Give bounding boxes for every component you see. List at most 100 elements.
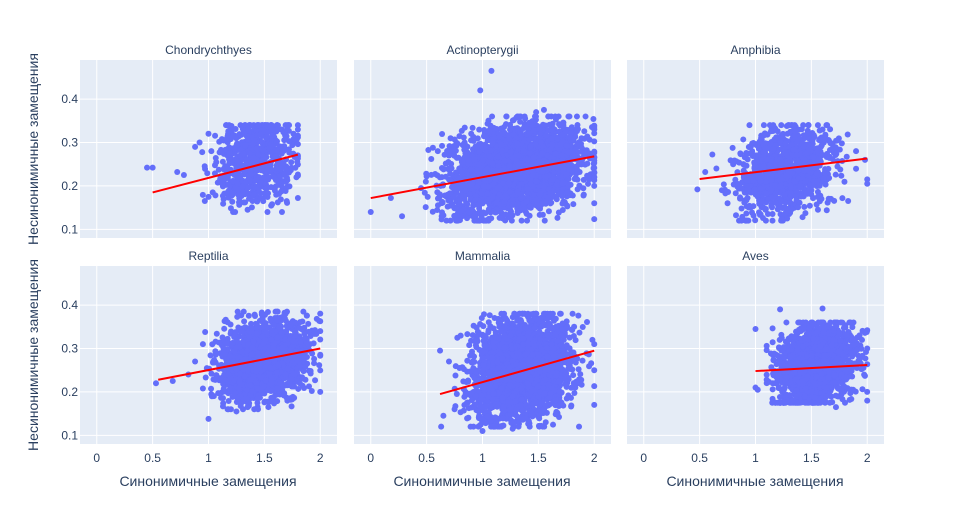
- data-point: [458, 169, 465, 176]
- data-point: [573, 128, 580, 135]
- data-point: [758, 198, 765, 205]
- data-point: [769, 204, 776, 211]
- data-point: [283, 198, 290, 205]
- data-point: [747, 143, 754, 150]
- data-point: [574, 141, 581, 148]
- data-point: [224, 189, 231, 196]
- data-point: [496, 191, 503, 198]
- data-point: [529, 122, 536, 129]
- data-point: [782, 140, 789, 147]
- data-point: [537, 139, 544, 146]
- data-point: [549, 127, 556, 134]
- data-point: [257, 131, 264, 138]
- data-point: [259, 138, 266, 145]
- data-point: [557, 141, 564, 148]
- data-point: [459, 159, 466, 166]
- data-point: [451, 212, 458, 219]
- data-point: [241, 130, 248, 137]
- data-point: [235, 191, 242, 198]
- data-point: [762, 145, 769, 152]
- data-point: [503, 113, 510, 120]
- data-point: [792, 128, 799, 135]
- data-point: [815, 156, 822, 163]
- data-point: [259, 157, 266, 164]
- data-point: [282, 178, 289, 185]
- data-point: [233, 141, 240, 148]
- data-point: [205, 130, 212, 137]
- data-point: [777, 204, 784, 211]
- data-point: [264, 208, 271, 215]
- data-point: [202, 165, 209, 172]
- data-point: [824, 122, 831, 129]
- data-point: [797, 182, 804, 189]
- data-point: [439, 209, 446, 216]
- data-point: [286, 169, 293, 176]
- data-point: [264, 184, 271, 191]
- data-point: [778, 160, 785, 167]
- data-point: [782, 199, 789, 206]
- data-point: [461, 124, 468, 131]
- data-point: [478, 190, 485, 197]
- data-point: [702, 169, 709, 176]
- data-point: [252, 177, 259, 184]
- data-point: [758, 204, 765, 211]
- data-point: [782, 172, 789, 179]
- data-point: [446, 165, 453, 172]
- data-point: [755, 174, 762, 181]
- data-point: [199, 385, 206, 392]
- data-point: [831, 197, 838, 204]
- data-point: [762, 140, 769, 147]
- data-point: [819, 126, 826, 133]
- data-point: [245, 125, 252, 132]
- data-point: [545, 113, 552, 120]
- data-point: [473, 217, 480, 224]
- data-point: [844, 131, 851, 138]
- data-point: [475, 141, 482, 148]
- data-point: [827, 140, 834, 147]
- data-point: [813, 201, 820, 208]
- data-point: [268, 166, 275, 173]
- data-point: [798, 193, 805, 200]
- data-point: [485, 206, 492, 213]
- x-tick-label: 2: [317, 451, 324, 465]
- data-point: [237, 122, 244, 129]
- data-point: [470, 137, 477, 144]
- data-point: [547, 190, 554, 197]
- data-point: [527, 180, 534, 187]
- data-point: [757, 185, 764, 192]
- data-point: [219, 192, 226, 199]
- data-point: [573, 113, 580, 120]
- data-point: [792, 193, 799, 200]
- data-point: [770, 122, 777, 129]
- data-point: [526, 212, 533, 219]
- data-point: [826, 154, 833, 161]
- data-point: [709, 151, 716, 158]
- data-point: [795, 158, 802, 165]
- data-point: [462, 187, 469, 194]
- data-point: [735, 181, 742, 188]
- data-point: [779, 134, 786, 141]
- data-point: [834, 163, 841, 170]
- data-point: [239, 183, 246, 190]
- data-point: [752, 152, 759, 159]
- data-point: [469, 124, 476, 131]
- data-point: [822, 181, 829, 188]
- y-tick-label: 0.3: [61, 135, 78, 149]
- data-point: [758, 135, 765, 142]
- data-point: [489, 193, 496, 200]
- data-point: [730, 161, 737, 168]
- data-point: [533, 109, 540, 116]
- data-point: [751, 160, 758, 167]
- data-point: [220, 166, 227, 173]
- data-point: [226, 149, 233, 156]
- data-point: [580, 192, 587, 199]
- data-point: [782, 149, 789, 156]
- data-point: [480, 209, 487, 216]
- data-point: [823, 207, 830, 214]
- data-point: [552, 116, 559, 123]
- y-tick-label: 0.1: [61, 222, 78, 236]
- data-point: [317, 352, 324, 359]
- data-point: [269, 201, 276, 208]
- data-point: [853, 148, 860, 155]
- data-point: [839, 195, 846, 202]
